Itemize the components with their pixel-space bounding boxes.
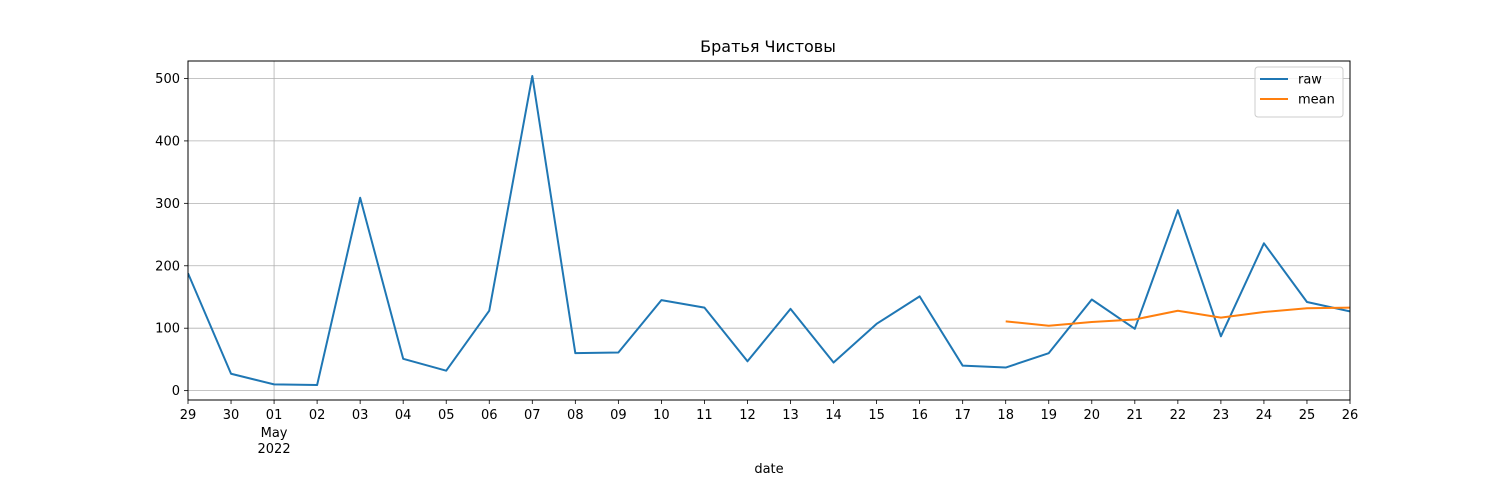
x-tick-label: 15 bbox=[868, 408, 885, 423]
x-tick-label: 22 bbox=[1170, 408, 1187, 423]
chart-title: Братья Чистовы bbox=[700, 37, 836, 56]
x-tick-label: 24 bbox=[1256, 408, 1273, 423]
x-tick-label: 29 bbox=[180, 408, 197, 423]
series-line-mean bbox=[1005, 306, 1350, 327]
x-tick-label: 25 bbox=[1299, 408, 1316, 423]
plot-frame bbox=[187, 60, 1351, 401]
legend: raw mean bbox=[1254, 66, 1344, 118]
x-tick-label: 08 bbox=[567, 408, 584, 423]
x-tick-label: 20 bbox=[1084, 408, 1101, 423]
x-tick-label: 05 bbox=[438, 408, 455, 423]
y-tick-label: 500 bbox=[155, 72, 180, 87]
x-tick-label: 09 bbox=[610, 408, 627, 423]
x-tick-label: 04 bbox=[395, 408, 412, 423]
x-tick-label: 16 bbox=[911, 408, 928, 423]
x-tick-label: 10 bbox=[653, 408, 670, 423]
series-line-raw bbox=[188, 74, 1350, 387]
legend-label: raw bbox=[1298, 73, 1322, 88]
x-tick-label: 01 bbox=[266, 408, 283, 423]
y-tick-label: 0 bbox=[172, 384, 180, 399]
x-axis-label: date bbox=[754, 462, 783, 477]
x-axis: 29 30 01 02 03 04 05 06 07 08 09 10 11 12 13 14 15 16 17 18… bbox=[180, 400, 1359, 457]
y-tick-label: 400 bbox=[155, 134, 180, 149]
grid-lines bbox=[188, 61, 1350, 400]
x-tick-label: 21 bbox=[1127, 408, 1144, 423]
x-secondary-label: May bbox=[261, 426, 288, 441]
x-tick-label: 19 bbox=[1040, 408, 1057, 423]
y-tick-label: 200 bbox=[155, 259, 180, 274]
x-tick-label: 11 bbox=[696, 408, 713, 423]
x-tick-label: 07 bbox=[524, 408, 541, 423]
x-tick-label: 14 bbox=[825, 408, 842, 423]
x-secondary-label: 2022 bbox=[258, 442, 291, 457]
y-tick-label: 100 bbox=[155, 322, 180, 337]
legend-label: mean bbox=[1298, 93, 1335, 108]
x-tick-label: 30 bbox=[223, 408, 240, 423]
x-tick-label: 13 bbox=[782, 408, 799, 423]
x-tick-label: 06 bbox=[481, 408, 498, 423]
y-tick-label: 300 bbox=[155, 197, 180, 212]
x-tick-label: 03 bbox=[352, 408, 369, 423]
x-tick-label: 18 bbox=[997, 408, 1014, 423]
x-tick-label: 12 bbox=[739, 408, 756, 423]
series-layer bbox=[188, 74, 1350, 387]
x-tick-label: 02 bbox=[309, 408, 326, 423]
y-axis: 0 100 200 300 400 500 bbox=[155, 72, 188, 399]
x-tick-label: 26 bbox=[1342, 408, 1359, 423]
x-tick-label: 17 bbox=[954, 408, 971, 423]
x-tick-label: 23 bbox=[1213, 408, 1230, 423]
